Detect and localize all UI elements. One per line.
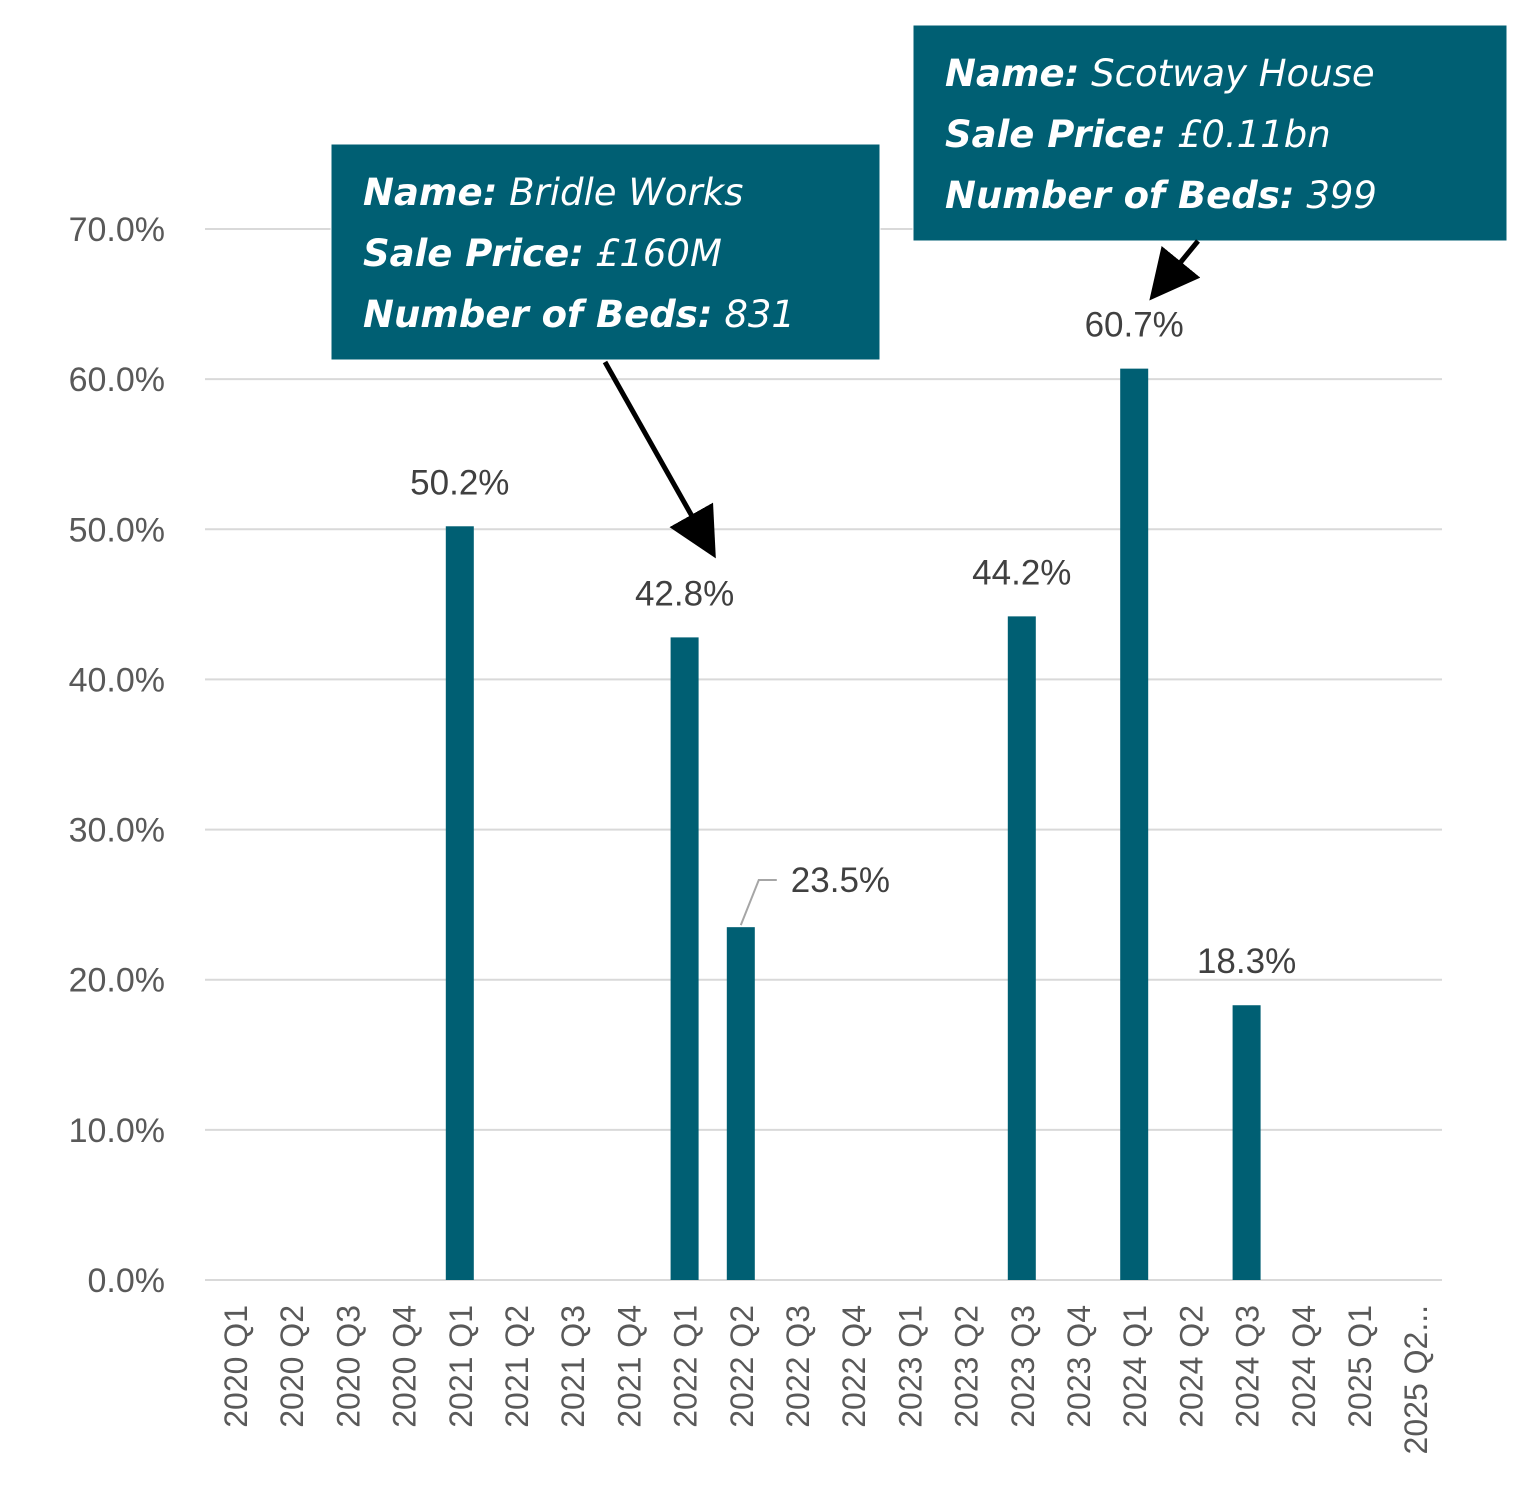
x-axis-tick-labels: 2020 Q1 2020 Q2 2020 Q3 2020 Q4 2021 Q1 2021 … bbox=[218, 1305, 1434, 1454]
y-tick-label: 20.0% bbox=[69, 962, 165, 1000]
x-tick-label: 2023 Q2 bbox=[949, 1305, 985, 1428]
callout-text-line: Name: Bridle Works bbox=[363, 171, 743, 214]
callout-value: Bridle Works bbox=[509, 171, 743, 214]
callout-key: Name: bbox=[363, 171, 497, 214]
callout-value: 831 bbox=[724, 293, 795, 336]
callout-annotations: Name: Bridle Works Sale Price: £160M Numbe… bbox=[330, 24, 1508, 559]
data-label: 18.3% bbox=[1197, 942, 1296, 981]
y-tick-label: 10.0% bbox=[69, 1112, 165, 1150]
bar bbox=[1232, 1005, 1261, 1280]
x-tick-label: 2024 Q4 bbox=[1286, 1305, 1322, 1428]
x-tick-label: 2024 Q1 bbox=[1117, 1305, 1153, 1428]
bar bbox=[1120, 368, 1149, 1281]
y-axis-tick-labels: 0.0% 10.0% 20.0% 30.0% 40.0% 50.0% 60.0% 70.0% bbox=[69, 211, 165, 1300]
callout-separator bbox=[713, 293, 725, 336]
x-tick-label: 2024 Q2 bbox=[1173, 1305, 1209, 1428]
y-tick-label: 70.0% bbox=[69, 211, 165, 249]
x-tick-label: 2020 Q1 bbox=[218, 1305, 254, 1428]
callout-separator bbox=[1295, 174, 1307, 217]
callout-separator bbox=[1166, 113, 1178, 156]
callout-arrow bbox=[1149, 239, 1201, 301]
callout-value: Scotway House bbox=[1091, 52, 1375, 95]
callout-key: Number of Beds: bbox=[363, 293, 713, 336]
x-tick-label: 2025 Q1 bbox=[1342, 1305, 1378, 1428]
x-tick-label: 2021 Q2 bbox=[499, 1305, 535, 1428]
bar bbox=[670, 637, 699, 1280]
callout-2: Name: Scotway House Sale Price: £0.11bn Nu… bbox=[912, 24, 1508, 301]
callout-key: Sale Price: bbox=[363, 232, 584, 275]
x-tick-label: 2020 Q3 bbox=[330, 1305, 366, 1428]
callout-separator bbox=[584, 232, 596, 275]
callout-key: Sale Price: bbox=[945, 113, 1166, 156]
x-tick-label: 2021 Q1 bbox=[443, 1305, 479, 1428]
bars bbox=[445, 368, 1261, 1281]
callout-text-line: Sale Price: £0.11bn bbox=[945, 113, 1331, 156]
callout-value: 399 bbox=[1306, 174, 1377, 217]
callout-value: £0.11bn bbox=[1178, 113, 1331, 156]
x-tick-label: 2023 Q3 bbox=[1005, 1305, 1041, 1428]
bar bbox=[445, 526, 474, 1280]
y-tick-label: 60.0% bbox=[69, 361, 165, 399]
bar bbox=[1007, 616, 1036, 1280]
callout-text-line: Name: Scotway House bbox=[945, 52, 1375, 95]
callout-separator bbox=[1079, 52, 1091, 95]
x-tick-label: 2024 Q3 bbox=[1230, 1305, 1266, 1428]
callout-value: £160M bbox=[596, 232, 722, 275]
callout-box bbox=[330, 143, 881, 361]
callout-1: Name: Bridle Works Sale Price: £160M Numbe… bbox=[330, 143, 881, 559]
x-tick-label: 2025 Q2... bbox=[1398, 1305, 1434, 1454]
callout-key: Number of Beds: bbox=[945, 174, 1295, 217]
callout-text-line: Sale Price: £160M bbox=[363, 232, 722, 275]
callout-key: Name: bbox=[945, 52, 1079, 95]
gridlines bbox=[205, 228, 1442, 1281]
x-tick-label: 2022 Q2 bbox=[724, 1305, 760, 1428]
x-tick-label: 2023 Q1 bbox=[892, 1305, 928, 1428]
data-label: 44.2% bbox=[972, 553, 1071, 592]
x-tick-label: 2022 Q1 bbox=[668, 1305, 704, 1428]
callout-box bbox=[912, 24, 1508, 242]
x-tick-label: 2022 Q3 bbox=[780, 1305, 816, 1428]
data-label: 60.7% bbox=[1085, 306, 1184, 345]
x-tick-label: 2023 Q4 bbox=[1061, 1305, 1097, 1428]
x-tick-label: 2021 Q4 bbox=[611, 1305, 647, 1428]
y-tick-label: 40.0% bbox=[69, 661, 165, 699]
callout-text-line: Number of Beds: 399 bbox=[945, 174, 1377, 217]
callout-arrow bbox=[602, 360, 716, 559]
data-label: 23.5% bbox=[791, 861, 890, 900]
leader-line bbox=[739, 879, 777, 926]
data-label: 50.2% bbox=[410, 463, 509, 502]
data-label: 42.8% bbox=[635, 574, 734, 613]
bar bbox=[726, 927, 755, 1280]
x-tick-label: 2020 Q4 bbox=[387, 1305, 423, 1428]
y-tick-label: 0.0% bbox=[88, 1262, 166, 1300]
data-labels: 50.2% 42.8% 23.5% 44.2% 60.7% 18.3% bbox=[410, 306, 1296, 982]
x-tick-label: 2020 Q2 bbox=[274, 1305, 310, 1428]
y-tick-label: 30.0% bbox=[69, 812, 165, 850]
callout-separator bbox=[497, 171, 509, 214]
y-tick-label: 50.0% bbox=[69, 511, 165, 549]
x-tick-label: 2022 Q4 bbox=[836, 1305, 872, 1428]
callout-text-line: Number of Beds: 831 bbox=[363, 293, 795, 336]
x-tick-label: 2021 Q3 bbox=[555, 1305, 591, 1428]
